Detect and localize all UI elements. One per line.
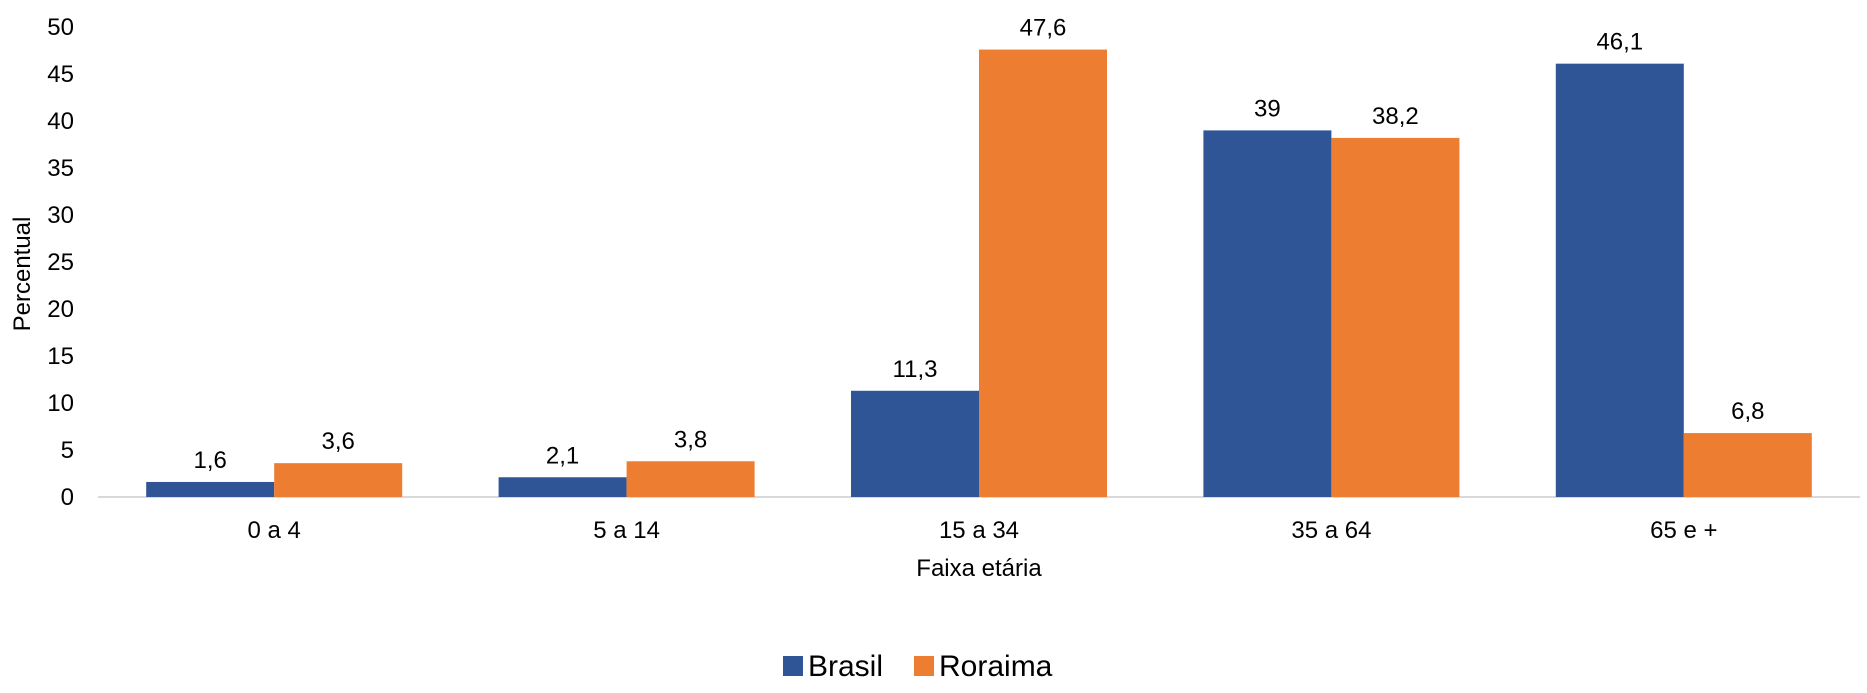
y-tick-label: 0 xyxy=(61,484,74,511)
data-label-brasil-1: 2,1 xyxy=(546,442,579,469)
bar-brasil-3 xyxy=(1203,130,1332,497)
x-category-label: 35 a 64 xyxy=(1291,517,1371,544)
y-tick-label: 40 xyxy=(47,108,74,135)
data-label-brasil-2: 11,3 xyxy=(893,356,938,383)
y-tick-label: 35 xyxy=(47,155,74,182)
bar-brasil-2 xyxy=(851,390,979,497)
y-axis-title: Percentual xyxy=(9,217,36,332)
data-label-brasil-4: 46,1 xyxy=(1596,29,1643,56)
data-label-roraima-2: 47,6 xyxy=(1020,15,1067,42)
x-axis-categories: 0 a 4 5 a 14 15 a 34 35 a 64 65 e + xyxy=(248,517,1718,544)
y-tick-label: 10 xyxy=(47,390,74,417)
bar-brasil-1 xyxy=(498,477,627,497)
legend-label-brasil: Brasil xyxy=(808,650,883,683)
data-labels: 1,6 3,6 2,1 3,8 11,3 47,6 39 38,2 46,1 6,8 xyxy=(194,15,1765,474)
data-label-brasil-0: 1,6 xyxy=(194,447,227,474)
y-tick-label: 30 xyxy=(47,202,74,229)
bars xyxy=(146,49,1812,498)
y-tick-label: 15 xyxy=(47,343,74,370)
bar-roraima-4 xyxy=(1683,433,1812,497)
y-tick-label: 45 xyxy=(47,61,74,88)
data-label-roraima-3: 38,2 xyxy=(1372,103,1419,130)
bar-roraima-1 xyxy=(626,461,755,497)
legend-swatch-brasil xyxy=(783,656,803,676)
y-axis-ticks: 0 5 10 15 20 25 30 35 40 45 50 xyxy=(47,14,74,511)
x-axis-title: Faixa etária xyxy=(916,555,1042,582)
y-tick-label: 20 xyxy=(47,296,74,323)
bar-brasil-0 xyxy=(146,481,275,497)
data-label-roraima-0: 3,6 xyxy=(322,428,355,455)
bar-brasil-4 xyxy=(1555,63,1684,497)
x-category-label: 5 a 14 xyxy=(593,517,660,544)
bar-roraima-3 xyxy=(1331,137,1460,498)
x-category-label: 0 a 4 xyxy=(248,517,301,544)
data-label-roraima-1: 3,8 xyxy=(674,426,707,453)
x-category-label: 65 e + xyxy=(1650,517,1717,544)
bar-roraima-2 xyxy=(979,49,1107,498)
legend: Brasil Roraima xyxy=(783,650,1053,683)
y-tick-label: 25 xyxy=(47,249,74,276)
bar-roraima-0 xyxy=(274,463,403,497)
x-category-label: 15 a 34 xyxy=(939,517,1019,544)
data-label-brasil-3: 39 xyxy=(1254,95,1281,122)
y-tick-label: 5 xyxy=(61,437,74,464)
legend-label-roraima: Roraima xyxy=(939,650,1053,683)
legend-swatch-roraima xyxy=(914,656,934,676)
data-label-roraima-4: 6,8 xyxy=(1731,398,1764,425)
y-tick-label: 50 xyxy=(47,14,74,41)
